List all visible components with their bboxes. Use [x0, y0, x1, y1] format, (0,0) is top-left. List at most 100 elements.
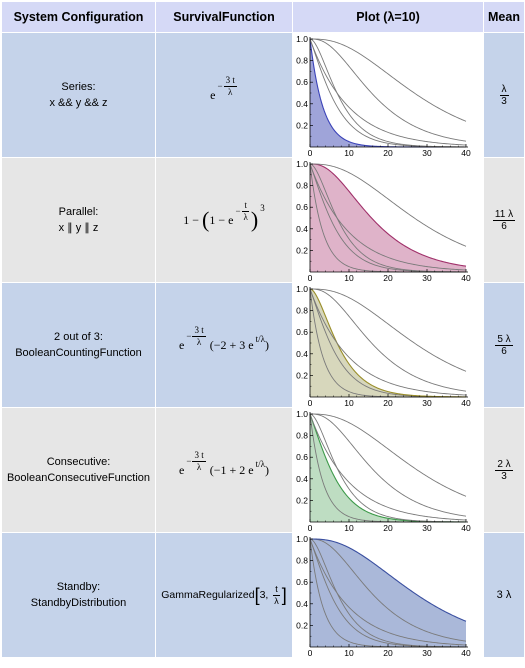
config-cell: 2 out of 3: BooleanCountingFunction: [1, 282, 156, 408]
formula-num: 3 t: [223, 74, 237, 87]
formula-func: GammaRegularized: [161, 589, 255, 601]
formula-base: e: [179, 337, 185, 352]
formula-inner-one: 1: [209, 212, 216, 227]
header-mean: Mean: [483, 1, 525, 33]
mean-value: 3 λ: [496, 589, 512, 601]
y-tick-label: 0.6: [296, 202, 308, 212]
y-tick-label: 1.0: [296, 534, 308, 544]
header-system-configuration: System Configuration: [1, 1, 156, 33]
y-tick-label: 0.4: [296, 99, 308, 109]
formula-bracket-close: ]: [281, 585, 287, 605]
formula-exponent: − t λ: [235, 199, 249, 222]
config-title: 2 out of 3:: [54, 331, 103, 343]
formula-arg1: 3,: [259, 589, 269, 601]
x-tick-label: 20: [383, 148, 393, 157]
x-tick-label: 40: [461, 148, 471, 157]
formula-inner-minus: −: [218, 212, 226, 227]
x-tick-label: 40: [461, 523, 471, 532]
x-tick-label: 0: [308, 273, 313, 282]
plot-cell: 0 10 20 30 40 0.2 0.4 0.6 0.8 1.0: [292, 282, 484, 408]
formula-den: λ: [196, 336, 202, 347]
y-tick-label: 0.8: [296, 556, 308, 566]
formula-num: 3 t: [192, 449, 206, 462]
formula-num: 3 t: [192, 324, 206, 337]
formula-bracket-open: [: [254, 585, 260, 605]
survival-area: [310, 289, 466, 397]
x-tick-label: 0: [308, 523, 313, 532]
y-tick-label: 0.2: [296, 620, 308, 630]
mean-num: 2 λ: [495, 458, 513, 471]
x-tick-label: 20: [383, 648, 393, 657]
config-cell: Parallel: x ∥ y ∥ z: [1, 157, 156, 283]
x-tick-label: 30: [422, 148, 432, 157]
plot-cell: 0 10 20 30 40 0.2 0.4 0.6 0.8 1.0: [292, 157, 484, 283]
formula-rest: (−1 + 2 e: [209, 462, 254, 477]
y-tick-label: 0.6: [296, 452, 308, 462]
mean-num: 11 λ: [492, 208, 516, 221]
survival-formula: GammaRegularized[3, t λ]: [161, 584, 287, 607]
series-line-parallel: [310, 413, 467, 517]
series-line-single: [309, 163, 467, 271]
x-tick-label: 30: [422, 273, 432, 282]
series-line-parallel: [310, 38, 467, 142]
config-title: Series:: [61, 81, 96, 93]
x-tick-label: 30: [422, 523, 432, 532]
formula-base: e: [210, 87, 216, 102]
table-row-2-out-of-3: 2 out of 3: BooleanCountingFunction e −3…: [1, 282, 525, 408]
series-line-single: [309, 38, 467, 146]
config-expression: BooleanConsecutiveFunction: [6, 472, 151, 484]
table-row-standby: Standby: StandbyDistribution GammaRegula…: [1, 532, 525, 658]
mean-cell: 3 λ: [483, 532, 525, 658]
series-line-standby: [310, 413, 467, 497]
x-tick-label: 0: [308, 648, 313, 657]
survival-cell: 1 − (1 − e − t λ) 3: [155, 157, 293, 283]
series-line-standby: [310, 163, 467, 247]
y-tick-label: 1.0: [296, 284, 308, 294]
formula-minus: −: [192, 212, 200, 227]
series-line-parallel: [310, 538, 467, 642]
formula-num: t: [273, 583, 280, 596]
mean-den: 3: [501, 470, 507, 482]
config-title: Consecutive:: [46, 456, 111, 468]
formula-paren-open: (: [202, 207, 210, 232]
config-title: Standby:: [56, 581, 101, 593]
survival-area: [310, 39, 466, 147]
formula-base: e: [228, 212, 234, 227]
x-tick-label: 10: [344, 398, 354, 407]
y-tick-label: 0.8: [296, 306, 308, 316]
y-tick-label: 0.8: [296, 431, 308, 441]
survival-area: [310, 164, 466, 272]
formula-den: λ: [274, 595, 279, 606]
plot-cell: 0 10 20 30 40 0.2 0.4 0.6 0.8 1.0: [292, 532, 484, 658]
y-tick-label: 0.8: [296, 56, 308, 66]
survival-plot: 0 10 20 30 40 0.2 0.4 0.6 0.8 1.0: [296, 534, 471, 657]
survival-plot: 0 10 20 30 40 0.2 0.4 0.6 0.8 1.0: [296, 34, 471, 157]
survival-cell: GammaRegularized[3, t λ]: [155, 532, 293, 658]
mean-den: 3: [501, 95, 507, 107]
config-cell: Consecutive: BooleanConsecutiveFunction: [1, 407, 156, 533]
survival-plot: 0 10 20 30 40 0.2 0.4 0.6 0.8 1.0: [296, 159, 471, 282]
formula-close: ): [264, 337, 269, 352]
config-expression: x ∥ y ∥ z: [58, 222, 99, 234]
y-tick-label: 0.2: [296, 370, 308, 380]
plot-cell: 0 10 20 30 40 0.2 0.4 0.6 0.8 1.0: [292, 407, 484, 533]
y-tick-label: 0.8: [296, 181, 308, 191]
survival-plot: 0 10 20 30 40 0.2 0.4 0.6 0.8 1.0: [296, 409, 471, 532]
y-tick-label: 0.2: [296, 120, 308, 130]
mean-num: 5 λ: [495, 333, 513, 346]
series-line-standby: [310, 38, 467, 122]
survival-plot: 0 10 20 30 40 0.2 0.4 0.6 0.8 1.0: [296, 284, 471, 407]
formula-minus: −: [186, 331, 192, 341]
